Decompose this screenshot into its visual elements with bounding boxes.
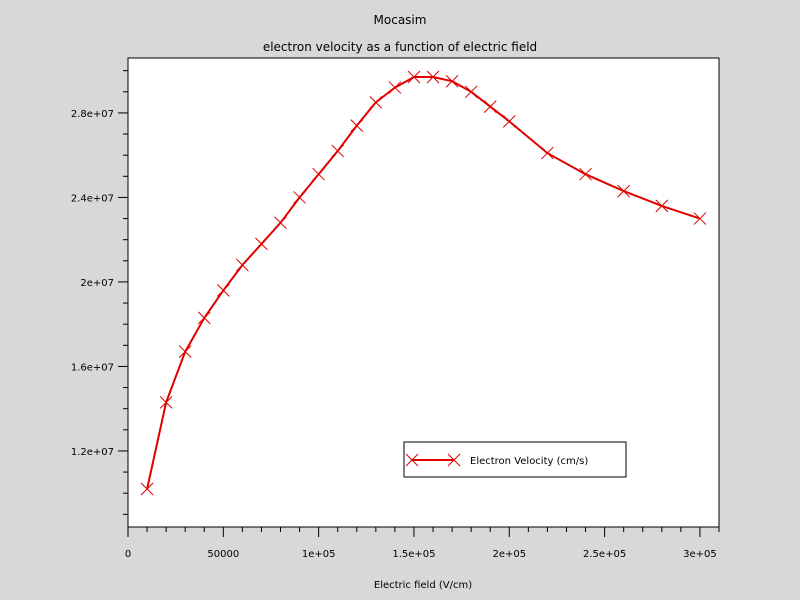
data-point-marker [159, 396, 173, 409]
data-point-marker [693, 212, 707, 225]
data-point-marker [236, 258, 249, 272]
data-point-marker [617, 184, 631, 198]
data-point-marker [445, 74, 459, 88]
data-point-marker [274, 216, 287, 230]
legend-label: Electron Velocity (cm/s) [470, 456, 588, 467]
x-axis-label: Electric field (V/cm) [374, 580, 472, 591]
x-tick-label: 50000 [207, 549, 239, 560]
series-layer [140, 70, 707, 496]
data-point-marker [407, 70, 421, 84]
data-point-marker [541, 146, 554, 160]
x-tick-label: 2.5e+05 [583, 549, 626, 560]
data-point-marker [483, 100, 497, 113]
data-point-marker [216, 284, 230, 297]
data-point-marker [464, 85, 478, 99]
data-point-marker [312, 167, 325, 181]
data-point-marker [255, 237, 268, 251]
data-point-marker [579, 167, 592, 181]
x-axis: 0 50000 1e+05 1.5e+05 2e+05 2.5e+05 3e+05 [125, 526, 720, 560]
y-tick-label: 1.2e+07 [71, 447, 114, 458]
x-tick-label: 2e+05 [492, 549, 526, 560]
x-tick-label: 1e+05 [302, 549, 336, 560]
data-point-marker [350, 119, 364, 132]
data-point-marker [388, 81, 402, 94]
y-tick-label: 2.8e+07 [71, 109, 114, 120]
legend: Electron Velocity (cm/s) [403, 441, 627, 478]
x-tick-label: 0 [125, 549, 131, 560]
x-tick-label: 3e+05 [683, 549, 717, 560]
data-point-marker [178, 345, 192, 359]
y-tick-label: 1.6e+07 [71, 362, 114, 373]
chart-subtitle: electron velocity as a function of elect… [263, 40, 537, 54]
legend-marker [405, 453, 419, 467]
data-point-marker [197, 311, 211, 325]
data-point-marker [369, 96, 383, 109]
legend-marker [447, 453, 461, 467]
y-tick-label: 2e+07 [80, 278, 114, 289]
y-axis: 1.2e+07 1.6e+07 2e+07 2.4e+07 2.8e+07 [71, 58, 129, 527]
data-point-marker [426, 70, 440, 84]
y-tick-label: 2.4e+07 [71, 193, 114, 204]
data-point-marker [502, 115, 516, 128]
data-point-marker [293, 191, 306, 204]
data-point-marker [140, 482, 154, 496]
data-point-marker [655, 199, 669, 213]
x-tick-label: 1.5e+05 [392, 549, 435, 560]
data-point-marker [331, 144, 345, 158]
chart-title: Mocasim [374, 13, 427, 27]
